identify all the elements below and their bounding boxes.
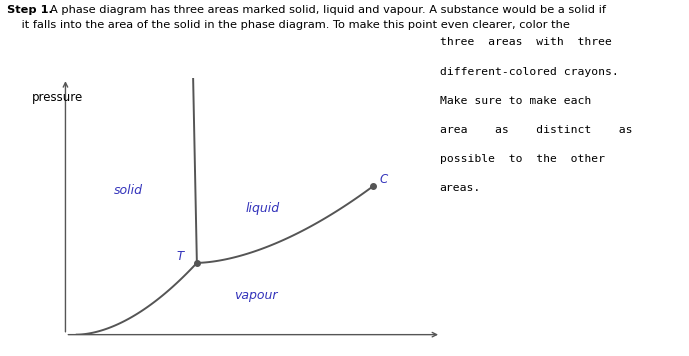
Text: A phase diagram has three areas marked solid, liquid and vapour. A substance wou: A phase diagram has three areas marked s…: [50, 5, 606, 15]
Text: Step 1.: Step 1.: [7, 5, 53, 15]
Text: different-colored crayons.: different-colored crayons.: [440, 67, 618, 77]
Text: Make sure to make each: Make sure to make each: [440, 96, 591, 106]
Text: liquid: liquid: [246, 201, 280, 215]
Text: solid: solid: [114, 184, 143, 197]
Text: it falls into the area of the solid in the phase diagram. To make this point eve: it falls into the area of the solid in t…: [7, 20, 570, 30]
Text: T: T: [176, 250, 183, 263]
Text: area    as    distinct    as: area as distinct as: [440, 125, 632, 135]
Text: pressure: pressure: [32, 91, 83, 104]
Text: three  areas  with  three: three areas with three: [440, 37, 611, 47]
Text: C: C: [379, 173, 387, 187]
Text: possible  to  the  other: possible to the other: [440, 154, 604, 164]
Text: vapour: vapour: [234, 289, 278, 302]
Text: areas.: areas.: [440, 183, 481, 193]
